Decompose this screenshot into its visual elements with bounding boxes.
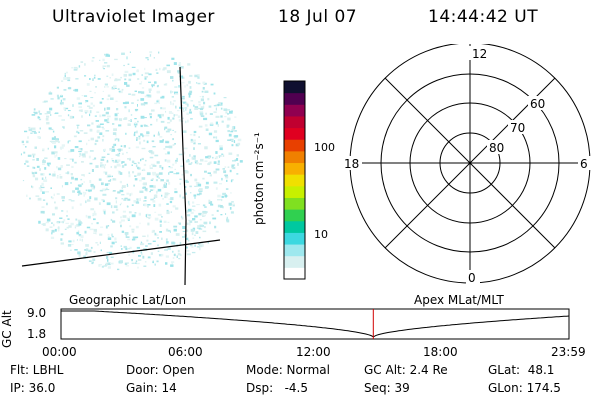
mlt-label-12: 12 xyxy=(472,47,487,61)
gc-alt-tick-1-8: 1.8 xyxy=(27,327,47,341)
colorbar-segment xyxy=(284,115,305,129)
mlt-label-6: 6 xyxy=(580,157,588,171)
observation-date: 18 Jul 07 xyxy=(278,7,358,27)
instrument-title: Ultraviolet Imager xyxy=(52,7,215,27)
mode-info: Mode: Normal xyxy=(246,363,330,377)
color-scale-bar xyxy=(283,80,306,280)
colorbar-segment xyxy=(284,174,305,187)
apex-mlat-title: Apex MLat/MLT xyxy=(414,293,504,307)
gc-altitude-curve xyxy=(61,310,570,338)
colorbar-segment xyxy=(284,139,305,152)
colorbar-segment xyxy=(284,81,305,94)
colorbar-segment xyxy=(284,209,305,222)
orbit-altitude-plot xyxy=(60,308,570,340)
colorbar-segment xyxy=(284,185,305,198)
dsp-info: Dsp: -4.5 xyxy=(246,381,309,395)
colorbar-segment xyxy=(284,244,305,257)
time-tick-1800: 18:00 xyxy=(423,345,458,359)
door-info: Door: Open xyxy=(126,363,195,377)
gc-alt-axis-title: GC Alt xyxy=(0,310,14,348)
terminator-line xyxy=(179,66,187,286)
glon-info: GLon: 174.5 xyxy=(488,381,561,395)
colorbar-segment xyxy=(284,232,305,245)
time-tick-0600: 06:00 xyxy=(168,345,203,359)
lat-label-60: 60 xyxy=(530,97,545,111)
polar-grid: 12 0 18 6 60 70 80 xyxy=(342,44,592,285)
glat-info: GLat: 48.1 xyxy=(488,363,555,377)
colorbar-segment xyxy=(284,92,305,105)
lat-label-70: 70 xyxy=(510,121,525,135)
mlt-label-18: 18 xyxy=(344,157,359,171)
gc-alt-tick-9: 9.0 xyxy=(27,306,47,320)
time-tick-0000: 00:00 xyxy=(42,345,77,359)
mlt-label-0: 0 xyxy=(468,271,476,285)
observation-time: 14:44:42 UT xyxy=(428,7,539,27)
colorbar-segment xyxy=(284,127,305,140)
seq-info: Seq: 39 xyxy=(364,381,410,395)
colorbar-segment xyxy=(284,255,305,268)
filter-info: Flt: LBHL xyxy=(10,363,64,377)
ip-info: IP: 36.0 xyxy=(10,381,56,395)
colorbar-tick-10: 10 xyxy=(314,228,328,241)
gain-info: Gain: 14 xyxy=(126,381,177,395)
colorbar-segment xyxy=(284,104,305,117)
gc-alt-info: GC Alt: 2.4 Re xyxy=(364,363,448,377)
uv-image-panel xyxy=(20,51,243,286)
time-tick-2359: 23:59 xyxy=(551,345,586,359)
time-tick-1200: 12:00 xyxy=(296,345,331,359)
colorbar-segment xyxy=(284,220,305,233)
colorbar-tick-100: 100 xyxy=(314,141,335,154)
colorbar-segment xyxy=(284,267,305,280)
colorbar-segment xyxy=(284,162,305,175)
geo-latlon-title: Geographic Lat/Lon xyxy=(69,293,187,307)
colorbar-segment xyxy=(284,197,305,210)
colorbar-segment xyxy=(284,150,305,164)
uv-emission-speckle xyxy=(20,51,243,271)
colorbar-unit-label: photon cm⁻²s⁻¹ xyxy=(252,132,266,225)
lat-label-80: 80 xyxy=(489,141,504,155)
coastline-line xyxy=(21,239,221,267)
